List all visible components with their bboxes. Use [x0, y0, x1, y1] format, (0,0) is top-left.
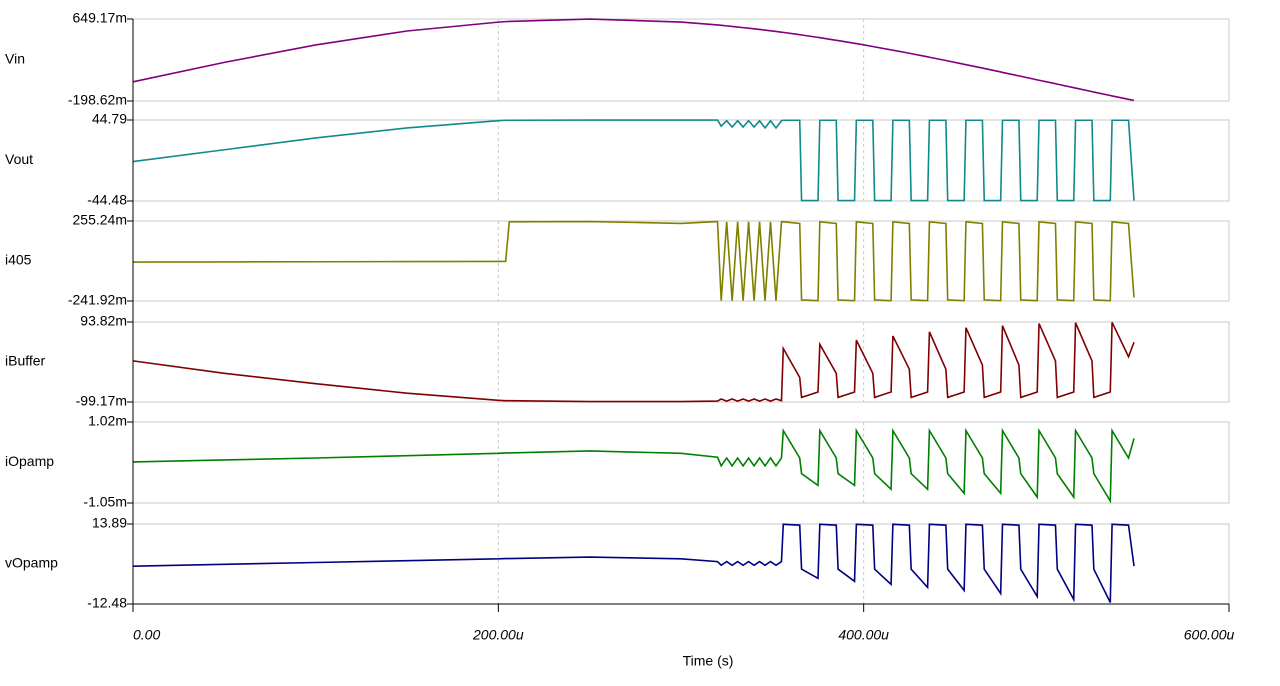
y-tick-label: -12.48: [87, 595, 127, 611]
y-tick-label: 1.02m: [88, 413, 127, 429]
y-tick-label: -1.05m: [83, 494, 127, 510]
series-name: Vout: [5, 151, 33, 167]
x-tick-label: 400.00u: [838, 627, 889, 643]
series-name: i405: [5, 252, 32, 268]
y-tick-label: -241.92m: [68, 292, 127, 308]
y-tick-label: 649.17m: [73, 10, 127, 26]
series-line: [132, 523, 1135, 603]
y-tick-label: 93.82m: [80, 313, 127, 329]
y-tick-label: -99.17m: [76, 393, 127, 409]
y-tick-label: 13.89: [92, 515, 127, 531]
y-tick-label: -44.48: [87, 192, 127, 208]
series-line: [132, 427, 1135, 504]
series-line: [132, 18, 1135, 102]
series-name: vOpamp: [5, 555, 58, 571]
y-tick-label: 44.79: [92, 111, 127, 127]
series-line: [132, 321, 1135, 403]
y-tick-label: 255.24m: [73, 212, 127, 228]
x-tick-label: 200.00u: [472, 627, 524, 643]
series-name: Vin: [5, 51, 25, 67]
series-line: [132, 119, 1135, 202]
x-tick-label: 600.00u: [1184, 627, 1235, 643]
y-tick-label: -198.62m: [68, 92, 127, 108]
series-line: [132, 220, 1135, 302]
x-tick-label: 0.00: [133, 627, 160, 643]
series-name: iBuffer: [5, 353, 46, 369]
series-name: iOpamp: [5, 453, 54, 469]
x-axis-label: Time (s): [683, 653, 734, 669]
